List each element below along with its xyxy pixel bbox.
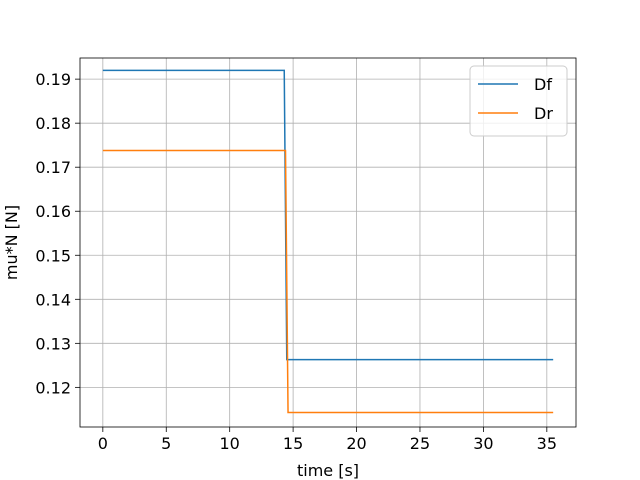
y-tick-label: 0.19	[35, 70, 71, 89]
x-axis-label: time [s]	[297, 461, 359, 480]
y-axis-label: mu*N [N]	[2, 205, 21, 280]
y-tick-label: 0.18	[35, 114, 71, 133]
series-layer	[102, 69, 554, 414]
legend-label-dr: Dr	[534, 104, 553, 123]
legend: Df Dr	[469, 65, 568, 137]
x-tick-label: 35	[537, 434, 557, 453]
y-tick-label: 0.15	[35, 246, 71, 265]
y-tick-label: 0.12	[35, 378, 71, 397]
legend-box	[469, 65, 568, 137]
legend-label-df: Df	[534, 75, 552, 94]
x-tick-label: 25	[410, 434, 430, 453]
plot-frame	[79, 57, 577, 428]
y-tick-label: 0.17	[35, 158, 71, 177]
legend-entries: Df Dr	[478, 75, 553, 123]
x-tick-label: 20	[346, 434, 366, 453]
x-tick-label: 0	[98, 434, 108, 453]
tick-layer: 0 5 10 15 20 25 30 35 0.12 0.13 0.14 0.15 0.16 0.17 0.…	[35, 70, 557, 453]
y-tick-label: 0.16	[35, 202, 71, 221]
x-tick-label: 30	[473, 434, 493, 453]
x-tick-label: 5	[161, 434, 171, 453]
y-tick-label: 0.13	[35, 334, 71, 353]
series-line-dr	[102, 149, 554, 414]
x-tick-label: 10	[220, 434, 240, 453]
y-tick-label: 0.14	[35, 290, 71, 309]
x-tick-label: 15	[283, 434, 303, 453]
